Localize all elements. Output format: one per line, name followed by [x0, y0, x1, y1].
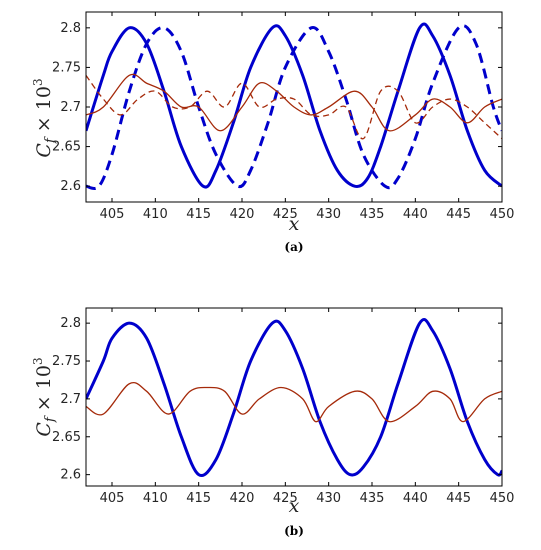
x-axis-title-b: x — [289, 495, 300, 517]
panel-b: 405 410 415 420 425 430 435 440 445 450 2.6 2.65 2.7… — [31, 307, 514, 538]
x-tick-label-a: 440 — [403, 207, 428, 222]
x-tick-label-b: 440 — [403, 491, 428, 506]
y-tick-label-a: 2.75 — [52, 60, 81, 75]
panel-label-a: (a) — [284, 240, 303, 254]
series-line-a-4 — [86, 74, 502, 140]
x-tick-label-b: 420 — [230, 491, 255, 506]
axes-box-b — [85, 307, 503, 487]
y-tick-label-a: 2.7 — [60, 100, 81, 115]
x-tick-label-a: 445 — [446, 207, 471, 222]
y-axis-title-b: Cf × 103 — [31, 357, 58, 436]
x-tick-label-a: 425 — [273, 207, 298, 222]
x-tick-label-b: 425 — [273, 491, 298, 506]
series-line-b-1 — [86, 318, 502, 477]
y-tick-label-b: 2.6 — [60, 468, 81, 483]
y-tick-label-b: 2.65 — [52, 430, 81, 445]
x-tick-label-a: 435 — [360, 207, 385, 222]
y-tick-label-b: 2.7 — [60, 392, 81, 407]
x-tick-label-a: 405 — [100, 207, 125, 222]
y-tick-label-b: 2.8 — [60, 316, 81, 331]
ticks-a: 405 410 415 420 425 430 435 440 445 450 2.6 2.65 2.7… — [52, 12, 514, 222]
plot-area-a — [86, 22, 502, 190]
x-tick-label-b: 435 — [360, 491, 385, 506]
x-tick-label-a: 410 — [143, 207, 168, 222]
series-line-a-2 — [86, 24, 502, 190]
x-tick-label-b: 415 — [186, 491, 211, 506]
y-tick-label-a: 2.8 — [60, 21, 81, 36]
x-tick-label-b: 405 — [100, 491, 125, 506]
x-tick-label-a: 430 — [316, 207, 341, 222]
series-line-a-3 — [86, 73, 502, 132]
x-tick-label-a: 415 — [186, 207, 211, 222]
panel-a: 405 410 415 420 425 430 435 440 445 450 2.6 2.65 2.7… — [31, 11, 514, 254]
y-tick-label-a: 2.65 — [52, 140, 81, 155]
x-tick-label-b: 445 — [446, 491, 471, 506]
x-tick-label-b: 450 — [490, 491, 515, 506]
panel-label-b: (b) — [284, 524, 304, 538]
x-tick-label-a: 420 — [230, 207, 255, 222]
x-tick-label-b: 430 — [316, 491, 341, 506]
plot-area-b — [86, 318, 502, 477]
x-tick-label-b: 410 — [143, 491, 168, 506]
y-tick-label-a: 2.6 — [60, 179, 81, 194]
ticks-b: 405 410 415 420 425 430 435 440 445 450 2.6 2.65 2.7… — [52, 308, 514, 506]
series-line-b-2 — [86, 381, 502, 423]
y-axis-title-a: Cf × 103 — [31, 78, 58, 157]
series-line-a-1 — [86, 22, 502, 189]
x-axis-title-a: x — [289, 213, 300, 235]
x-tick-label-a: 450 — [490, 207, 515, 222]
y-tick-label-b: 2.75 — [52, 354, 81, 369]
